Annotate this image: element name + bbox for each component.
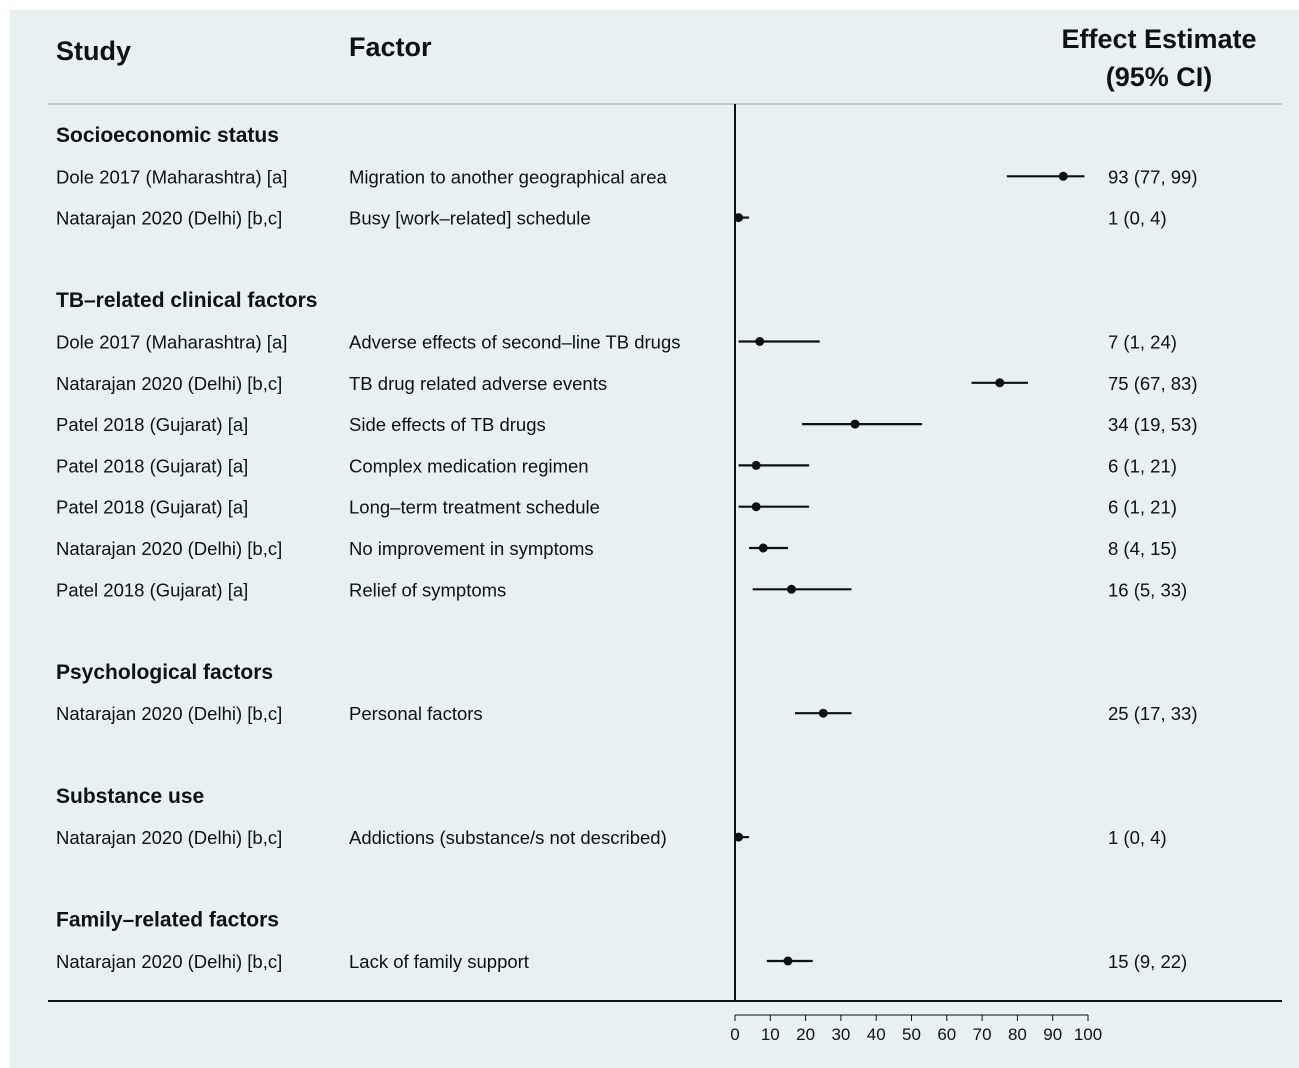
plot-layer: Socioeconomic status Dole 2017 (Maharasht…	[56, 104, 1197, 1044]
x-tick-label: 80	[1008, 1025, 1027, 1044]
study-label: Patel 2018 (Gujarat) [a]	[56, 497, 248, 518]
header-effect-line1: Effect Estimate	[1061, 24, 1256, 54]
x-tick-label: 40	[867, 1025, 886, 1044]
study-label: Natarajan 2020 (Delhi) [b,c]	[56, 208, 282, 229]
factor-label: Busy [work–related] schedule	[349, 208, 591, 229]
x-tick-label: 70	[973, 1025, 992, 1044]
effect-estimate-label: 8 (4, 15)	[1108, 538, 1177, 559]
study-label: Natarajan 2020 (Delhi) [b,c]	[56, 703, 282, 724]
group-heading: Family–related factors	[56, 909, 279, 932]
effect-estimate-label: 6 (1, 21)	[1108, 497, 1177, 518]
study-label: Dole 2017 (Maharashtra) [a]	[56, 332, 287, 353]
x-tick-label: 60	[937, 1025, 956, 1044]
x-tick-label: 30	[831, 1025, 850, 1044]
effect-estimate-label: 1 (0, 4)	[1108, 208, 1167, 229]
factor-label: No improvement in symptoms	[349, 538, 594, 559]
factor-label: Adverse effects of second–line TB drugs	[349, 332, 680, 353]
point-estimate	[751, 460, 761, 470]
point-estimate	[734, 213, 744, 223]
study-label: Natarajan 2020 (Delhi) [b,c]	[56, 538, 282, 559]
effect-estimate-label: 7 (1, 24)	[1108, 332, 1177, 353]
x-tick-label: 90	[1043, 1025, 1062, 1044]
effect-estimate-label: 16 (5, 33)	[1108, 579, 1187, 600]
study-label: Natarajan 2020 (Delhi) [b,c]	[56, 951, 282, 972]
effect-estimate-label: 34 (19, 53)	[1108, 414, 1197, 435]
factor-label: Personal factors	[349, 703, 483, 724]
effect-estimate-label: 75 (67, 83)	[1108, 373, 1197, 394]
study-label: Natarajan 2020 (Delhi) [b,c]	[56, 373, 282, 394]
point-estimate	[755, 337, 765, 346]
group-heading: Psychological factors	[56, 661, 273, 684]
group-heading: Substance use	[56, 785, 204, 808]
effect-estimate-label: 1 (0, 4)	[1108, 827, 1167, 848]
x-tick-label: 100	[1074, 1025, 1102, 1044]
factor-label: Long–term treatment schedule	[349, 497, 600, 518]
factor-label: Side effects of TB drugs	[349, 414, 546, 435]
x-tick-label: 10	[761, 1025, 780, 1044]
study-label: Patel 2018 (Gujarat) [a]	[56, 579, 248, 600]
study-label: Natarajan 2020 (Delhi) [b,c]	[56, 827, 282, 848]
point-estimate	[758, 543, 768, 553]
header-effect-line2: (95% CI)	[1106, 62, 1213, 92]
point-estimate	[786, 584, 796, 594]
factor-label: TB drug related adverse events	[349, 373, 607, 394]
study-label: Patel 2018 (Gujarat) [a]	[56, 414, 248, 435]
effect-estimate-label: 25 (17, 33)	[1108, 703, 1197, 724]
x-tick-label: 50	[902, 1025, 921, 1044]
point-estimate	[850, 419, 860, 429]
study-label: Patel 2018 (Gujarat) [a]	[56, 455, 248, 476]
header-study: Study	[56, 36, 131, 66]
effect-estimate-label: 15 (9, 22)	[1108, 951, 1187, 972]
effect-estimate-label: 93 (77, 99)	[1108, 166, 1197, 187]
factor-label: Relief of symptoms	[349, 579, 506, 600]
forest-plot: Study Factor Effect Estimate (95% CI) So…	[48, 24, 1282, 1044]
study-label: Dole 2017 (Maharashtra) [a]	[56, 166, 287, 187]
factor-label: Addictions (substance/s not described)	[349, 827, 667, 848]
point-estimate	[995, 378, 1005, 388]
x-tick-label: 20	[796, 1025, 815, 1044]
point-estimate	[1058, 171, 1068, 181]
point-estimate	[751, 502, 761, 512]
effect-estimate-label: 6 (1, 21)	[1108, 455, 1177, 476]
point-estimate	[734, 832, 744, 842]
factor-label: Lack of family support	[349, 951, 529, 972]
point-estimate	[783, 956, 793, 966]
group-heading: TB–related clinical factors	[56, 289, 317, 312]
group-heading: Socioeconomic status	[56, 124, 279, 147]
point-estimate	[818, 708, 828, 718]
x-tick-label: 0	[730, 1025, 739, 1044]
factor-label: Migration to another geographical area	[349, 166, 667, 187]
header-factor: Factor	[349, 32, 432, 62]
factor-label: Complex medication regimen	[349, 455, 589, 476]
forest-plot-panel: Study Factor Effect Estimate (95% CI) So…	[10, 10, 1299, 1068]
